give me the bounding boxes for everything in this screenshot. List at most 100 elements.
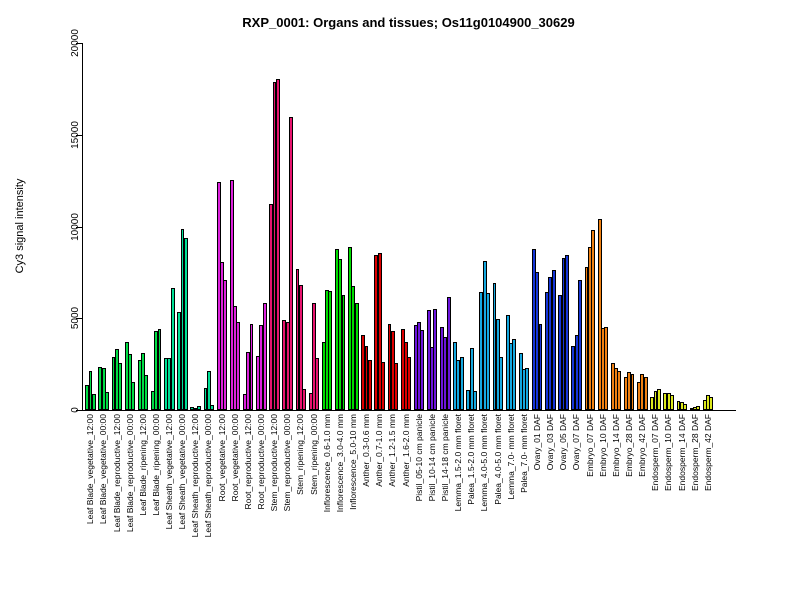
bar	[564, 254, 569, 410]
x-tick-label: Leaf Sheath_reproductive_12:00	[190, 414, 201, 538]
bar	[170, 287, 175, 410]
x-tick-label: Leaf Sheath_reproductive_00:00	[203, 414, 214, 538]
bar	[407, 356, 412, 410]
bar	[328, 290, 333, 410]
x-tick-label: Leaf Blade_ripening_12:00	[137, 414, 148, 516]
bar	[643, 376, 648, 410]
chart-title: RXP_0001: Organs and tissues; Os11g01049…	[242, 15, 575, 30]
y-tick-mark	[76, 410, 82, 411]
x-tick-label: Ovary_07 DAF	[571, 414, 582, 471]
y-tick-mark	[76, 226, 82, 228]
x-tick-label: Endosperm_10 DAF	[663, 414, 674, 492]
bar	[630, 374, 635, 410]
bar	[499, 356, 504, 410]
x-tick-label: Stem_ripening_00:00	[308, 414, 319, 495]
x-tick-label: Lemma_4.0-5.0 mm floret	[479, 414, 490, 512]
x-tick-label: Inflorescence_3.0-4.0 mm	[334, 414, 345, 513]
x-tick-label: Stem_ripening_12:00	[295, 414, 306, 495]
bar	[229, 179, 234, 410]
x-tick-label: Leaf Blade_vegetative_00:00	[98, 414, 109, 525]
plot-area	[82, 43, 735, 410]
x-tick-label: Pistil_10-14 cm panicle	[426, 414, 437, 502]
bar	[604, 326, 609, 410]
x-tick-label: Lemma_1.5-2.0 mm floret	[453, 414, 464, 512]
bar	[683, 403, 688, 410]
bar	[578, 279, 582, 410]
x-tick-label: Endosperm_14 DAF	[676, 414, 687, 492]
x-tick-label: Endosperm_07 DAF	[650, 414, 661, 492]
x-tick-label: Leaf Blade_reproductive_12:00	[111, 414, 122, 533]
x-tick-label: Root_reproductive_12:00	[242, 414, 253, 510]
bar	[206, 371, 211, 410]
x-tick-label: Stem_reproductive_00:00	[282, 414, 293, 512]
y-tick-label: 10000	[70, 212, 81, 241]
bar	[236, 321, 241, 410]
x-tick-label: Stem_reproductive_12:00	[269, 414, 280, 512]
x-tick-label: Ovary_03 DAF	[545, 414, 556, 471]
bar	[127, 354, 132, 410]
x-tick-label: Ovary_01 DAF	[531, 414, 542, 471]
x-tick-label: Palea_1.5-2.0 mm floret	[466, 414, 477, 505]
bar	[591, 230, 596, 410]
bar	[670, 394, 674, 410]
x-tick-label: Palea_4.0-5.0 mm floret	[492, 414, 503, 505]
bar	[380, 361, 385, 410]
x-tick-label: Leaf Sheath_vegetative_00:00	[177, 414, 188, 530]
bar	[104, 391, 109, 410]
x-tick-label: Endosperm_42 DAF	[702, 414, 713, 492]
x-tick-label: Pistil_14-18 cm panicle	[439, 414, 450, 502]
bar	[446, 297, 451, 410]
x-tick-label: Endosperm_28 DAF	[689, 414, 700, 492]
x-tick-label: Anther_0.3-0.6 mm	[361, 414, 372, 487]
x-tick-label: Embryo_14 DAF	[610, 414, 621, 477]
bar	[101, 367, 106, 410]
bar	[118, 363, 122, 410]
x-tick-label: Pistil_05-10 cm panicle	[413, 414, 424, 502]
y-tick-label: 0	[70, 407, 81, 413]
bar	[617, 371, 622, 410]
bar	[656, 388, 661, 410]
x-tick-label: Root_reproductive_00:00	[256, 414, 267, 510]
bar	[183, 238, 188, 410]
bar	[486, 292, 490, 410]
x-tick-label: Ovary_05 DAF	[558, 414, 569, 471]
y-axis-line	[82, 43, 83, 411]
bar	[354, 303, 359, 410]
y-tick-label: 15000	[70, 120, 81, 149]
bar	[377, 253, 382, 410]
bar	[311, 302, 316, 410]
bar	[538, 323, 543, 410]
x-tick-label: Leaf Blade_reproductive_00:00	[124, 414, 135, 533]
bar	[394, 363, 398, 410]
bar	[469, 348, 474, 410]
bar	[210, 405, 214, 410]
x-tick-label: Lemma_7.0- mm floret	[505, 414, 516, 500]
y-axis-label: Cy3 signal intensity	[14, 178, 26, 274]
bar	[459, 357, 464, 410]
y-tick-mark	[76, 43, 82, 44]
x-tick-label: Palea_7.0- mm floret	[518, 414, 529, 493]
x-tick-label: Root_vegetative_00:00	[229, 414, 240, 502]
bar	[367, 360, 372, 410]
bar	[341, 294, 346, 410]
y-tick-mark	[76, 134, 82, 136]
bar	[275, 78, 280, 410]
x-tick-label: Root_vegetative_12:00	[216, 414, 227, 502]
bar	[420, 330, 425, 410]
bar	[262, 303, 267, 410]
bar	[288, 117, 293, 410]
bar	[512, 339, 517, 410]
bar	[157, 329, 162, 410]
bar	[597, 218, 602, 410]
bar	[551, 270, 556, 410]
bar	[433, 309, 438, 410]
y-tick-mark	[76, 318, 82, 320]
bar	[196, 405, 201, 410]
x-tick-label: Anther_1.6-2.0 mm	[400, 414, 411, 487]
x-tick-label: Inflorescence_5.0-10 mm	[348, 414, 358, 510]
bar	[525, 368, 530, 410]
bar	[302, 389, 306, 410]
x-tick-label: Leaf Sheath_vegetative_12:00	[164, 414, 175, 530]
bar	[298, 284, 303, 410]
